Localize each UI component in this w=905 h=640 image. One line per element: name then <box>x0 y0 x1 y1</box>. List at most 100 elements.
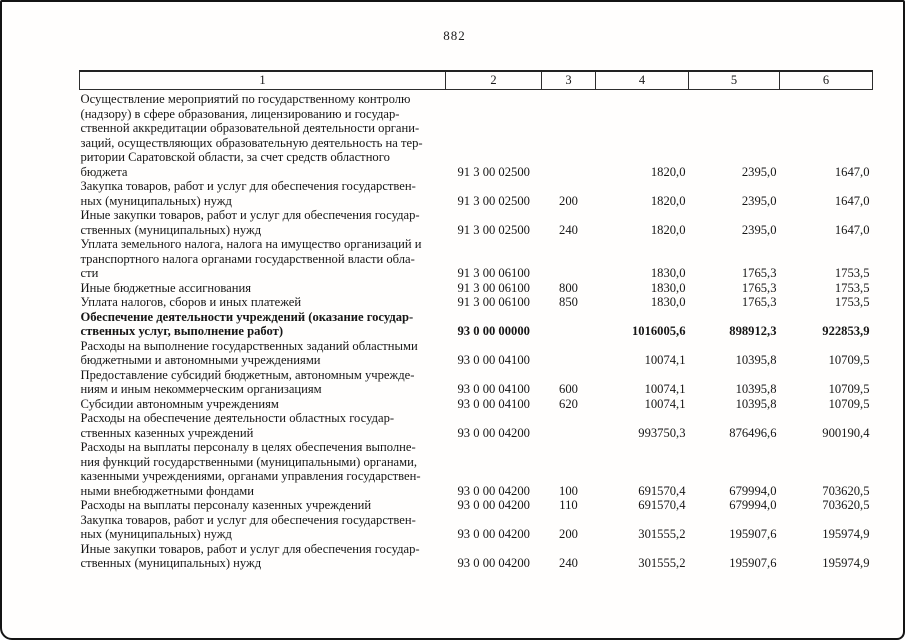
amount-cell-6: 10709,5 <box>828 396 870 411</box>
row-name-line: Иные бюджетные ассигнования <box>80 280 252 295</box>
row-name-line: ных (муниципальных) нужд <box>80 527 232 541</box>
row-name-line: Осуществление мероприятий по государстве… <box>80 92 411 106</box>
amount-cell-4: 1830,0 <box>650 280 686 295</box>
expense-type-cell: 600 <box>559 382 578 396</box>
table-row: Расходы на выплаты персоналу в целях обе… <box>80 440 873 498</box>
row-name-line: Закупка товаров, работ и услуг для обесп… <box>80 179 416 193</box>
target-code-cell: 91 3 00 02500 <box>457 164 530 179</box>
table-row: Иные закупки товаров, работ и услуг для … <box>80 208 873 237</box>
amount-cell-6: 195974,9 <box>822 556 870 570</box>
amount-cell-5: 195907,6 <box>729 556 777 570</box>
col-header-6: 6 <box>779 70 873 90</box>
amount-cell-4: 691570,4 <box>638 498 686 512</box>
row-name-cell: Субсидии автономным учреждениям <box>80 397 446 412</box>
row-name-line: Расходы на выплаты персоналу в целях обе… <box>80 440 416 454</box>
row-name-cell: Расходы на выполнение государственных за… <box>80 339 446 368</box>
col-header-3: 3 <box>541 70 596 90</box>
row-name-line: ниям и иным некоммерческим организациям <box>80 382 322 396</box>
amount-cell-5: 2395,0 <box>741 164 777 179</box>
target-code-cell: 91 3 00 06100 <box>457 295 530 309</box>
amount-cell-6: 10709,5 <box>828 382 870 396</box>
amount-cell-5: 10395,8 <box>735 353 777 367</box>
table-row: Уплата земельного налога, налога на имущ… <box>80 237 873 281</box>
table-row: Иные бюджетные ассигнования 91 3 00 06100… <box>80 281 873 296</box>
expense-type-cell: 200 <box>559 193 578 208</box>
target-code-cell: 93 0 00 04100 <box>457 382 530 396</box>
target-code-cell: 93 0 00 04100 <box>457 353 530 367</box>
amount-cell-6: 1753,5 <box>834 295 870 309</box>
target-code-cell: 93 0 00 00000 <box>457 324 530 338</box>
amount-cell-5: 679994,0 <box>729 483 777 498</box>
table-row: Закупка товаров, работ и услуг для обесп… <box>80 513 873 542</box>
amount-cell-5: 898912,3 <box>729 324 777 338</box>
amount-cell-6: 922853,9 <box>822 324 870 338</box>
table-row: Уплата налогов, сборов и иных платежей 91… <box>80 295 873 310</box>
table-row: Осуществление мероприятий по государстве… <box>80 90 873 180</box>
col-header-2: 2 <box>445 70 542 90</box>
row-name-line: Расходы на выполнение государственных за… <box>80 338 418 353</box>
col-header-5: 5 <box>688 70 780 90</box>
amount-cell-4: 1820,0 <box>650 164 686 179</box>
amount-cell-4: 10074,1 <box>644 353 686 367</box>
amount-cell-5: 195907,6 <box>729 527 777 541</box>
amount-cell-4: 301555,2 <box>638 527 686 541</box>
expense-type-cell: 200 <box>559 527 578 541</box>
target-code-cell: 91 3 00 06100 <box>457 266 530 280</box>
expense-type-cell: 240 <box>559 222 578 237</box>
amount-cell-6: 703620,5 <box>822 483 870 498</box>
row-name-line: Субсидии автономным учреждениям <box>80 396 279 411</box>
page-number: 882 <box>443 28 466 43</box>
amount-cell-5: 10395,8 <box>735 396 777 411</box>
row-name-cell: Иные бюджетные ассигнования <box>80 281 446 296</box>
table-header-row: 1 2 3 4 5 6 <box>79 70 873 90</box>
row-name-line: Закупка товаров, работ и услуг для обесп… <box>80 512 416 527</box>
expense-type-cell <box>542 411 596 440</box>
amount-cell-6: 10709,5 <box>828 353 870 367</box>
col-header-1: 1 <box>79 70 446 90</box>
amount-cell-4: 1830,0 <box>650 295 686 309</box>
expense-type-cell: 240 <box>559 556 578 570</box>
amount-cell-4: 1830,0 <box>650 266 686 280</box>
row-name-line: ственной аккредитации образовательной де… <box>80 121 420 135</box>
amount-cell-5: 1765,3 <box>741 280 777 295</box>
row-name-cell: Расходы на выплаты персоналу казенных уч… <box>80 498 446 513</box>
row-name-line: Иные закупки товаров, работ и услуг для … <box>80 541 420 556</box>
row-name-line: Расходы на выплаты персоналу казенных уч… <box>80 498 372 512</box>
row-name-line: ными внебюджетными фондами <box>80 483 255 498</box>
amount-cell-6: 1647,0 <box>834 222 870 237</box>
row-name-line: Уплата земельного налога, налога на имущ… <box>80 237 422 251</box>
amount-cell-4: 10074,1 <box>644 396 686 411</box>
expense-type-cell <box>542 339 596 368</box>
row-name-cell: Закупка товаров, работ и услуг для обесп… <box>80 513 446 542</box>
table-body: Осуществление мероприятий по государстве… <box>80 90 873 571</box>
amount-cell-5: 876496,6 <box>729 425 777 440</box>
target-code-cell: 91 3 00 02500 <box>457 193 530 208</box>
row-name-cell: Иные закупки товаров, работ и услуг для … <box>80 542 446 571</box>
row-name-line: заций, осуществляющих образовательную де… <box>80 135 423 150</box>
amount-cell-6: 1647,0 <box>834 193 870 208</box>
amount-cell-6: 1647,0 <box>834 164 870 179</box>
table-row: Расходы на выполнение государственных за… <box>80 339 873 368</box>
target-code-cell: 91 3 00 02500 <box>457 222 530 237</box>
row-name-line: ственных казенных учреждений <box>80 425 254 440</box>
row-name-cell: Осуществление мероприятий по государстве… <box>80 90 446 180</box>
amount-cell-6: 195974,9 <box>822 527 870 541</box>
row-name-line: бюджета <box>80 164 128 179</box>
row-name-line: ритории Саратовской области, за счет сре… <box>80 150 390 164</box>
amount-cell-5: 679994,0 <box>729 498 777 512</box>
target-code-cell: 93 0 00 04200 <box>457 527 530 541</box>
expense-type-cell: 850 <box>559 295 578 309</box>
row-name-line: Иные закупки товаров, работ и услуг для … <box>80 208 420 222</box>
amount-cell-4: 301555,2 <box>638 556 686 570</box>
row-name-line: Предоставление субсидий бюджетным, автон… <box>80 367 415 382</box>
amount-cell-5: 1765,3 <box>741 295 777 309</box>
amount-cell-4: 1016005,6 <box>631 324 686 338</box>
expense-type-cell <box>542 237 596 281</box>
target-code-cell: 93 0 00 04200 <box>457 425 530 440</box>
amount-cell-4: 993750,3 <box>638 425 686 440</box>
expense-type-cell: 800 <box>559 280 578 295</box>
row-name-line: Обеспечение деятельности учреждений (ока… <box>80 309 414 324</box>
table-header: 1 2 3 4 5 6 <box>79 70 873 90</box>
amount-cell-5: 2395,0 <box>741 193 777 208</box>
table-row: Предоставление субсидий бюджетным, автон… <box>80 368 873 397</box>
